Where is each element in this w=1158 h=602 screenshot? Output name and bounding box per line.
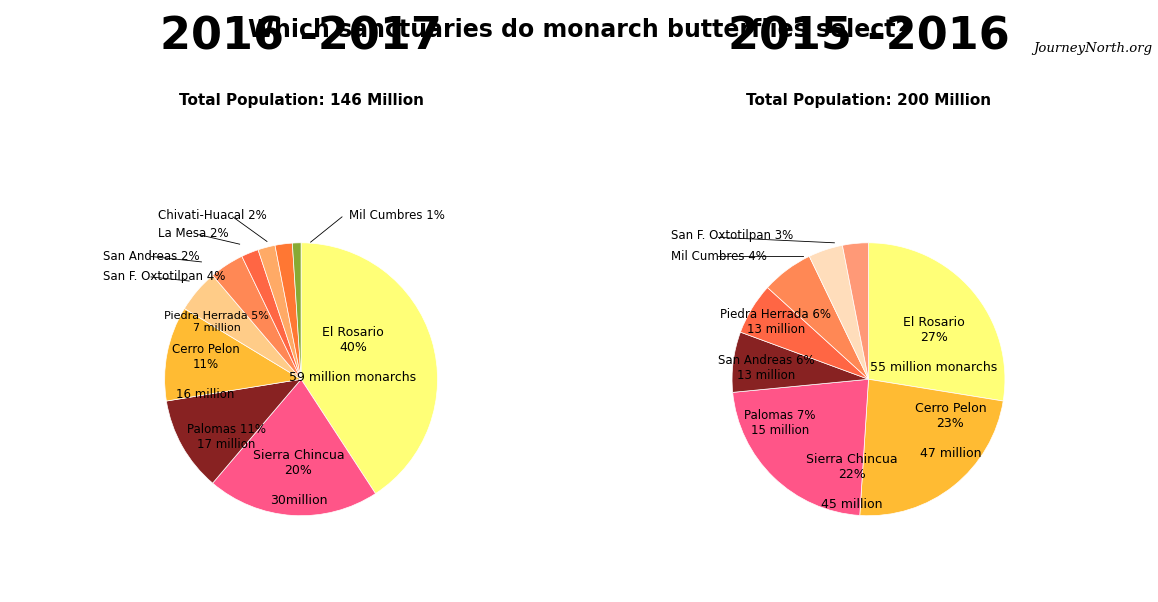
Wedge shape — [859, 379, 1003, 516]
Text: El Rosario
27%

55 million monarchs: El Rosario 27% 55 million monarchs — [871, 316, 998, 374]
Text: San Andreas 2%: San Andreas 2% — [103, 250, 200, 263]
Text: Piedra Herrada 6%
13 million: Piedra Herrada 6% 13 million — [720, 308, 831, 336]
Wedge shape — [301, 243, 438, 494]
Text: Piedra Herrada 5%
7 million: Piedra Herrada 5% 7 million — [164, 311, 269, 333]
Wedge shape — [213, 256, 301, 379]
Wedge shape — [733, 379, 868, 515]
Wedge shape — [809, 246, 868, 379]
Text: Cerro Pelon
11%

16 million: Cerro Pelon 11% 16 million — [171, 343, 240, 402]
Wedge shape — [242, 250, 301, 379]
Wedge shape — [184, 275, 301, 379]
Text: Total Population: 146 Million: Total Population: 146 Million — [178, 93, 424, 108]
Wedge shape — [167, 379, 301, 483]
Text: Sierra Chincua
20%

30million: Sierra Chincua 20% 30million — [252, 448, 344, 506]
Text: San F. Oxtotilpan 3%: San F. Oxtotilpan 3% — [670, 229, 793, 243]
Text: JourneyNorth.org: JourneyNorth.org — [1033, 42, 1152, 55]
Text: Mil Cumbres 1%: Mil Cumbres 1% — [349, 209, 445, 222]
Wedge shape — [740, 288, 868, 379]
Wedge shape — [292, 243, 301, 379]
Wedge shape — [868, 243, 1005, 401]
Text: San Andreas 6%
13 million: San Andreas 6% 13 million — [718, 355, 814, 382]
Text: Palomas 7%
15 million: Palomas 7% 15 million — [745, 409, 815, 437]
Wedge shape — [258, 246, 301, 379]
Text: 2016 -2017: 2016 -2017 — [160, 15, 442, 58]
Wedge shape — [732, 332, 868, 393]
Wedge shape — [164, 308, 301, 401]
Wedge shape — [213, 379, 375, 516]
Wedge shape — [274, 243, 301, 379]
Wedge shape — [842, 243, 868, 379]
Text: Chivati-Huacal 2%: Chivati-Huacal 2% — [157, 209, 266, 222]
Text: Total Population: 200 Million: Total Population: 200 Million — [746, 93, 991, 108]
Text: Sierra Chincua
22%

45 million: Sierra Chincua 22% 45 million — [806, 453, 897, 510]
Text: Palomas 11%
17 million: Palomas 11% 17 million — [186, 423, 265, 450]
Text: San F. Oxtotilpan 4%: San F. Oxtotilpan 4% — [103, 270, 226, 284]
Text: Cerro Pelon
23%

47 million: Cerro Pelon 23% 47 million — [915, 402, 987, 460]
Wedge shape — [768, 256, 868, 379]
Text: Which sanctuaries do monarch butterflies select?: Which sanctuaries do monarch butterflies… — [249, 18, 909, 42]
Text: La Mesa 2%: La Mesa 2% — [157, 227, 228, 240]
Text: El Rosario
40%

59 million monarchs: El Rosario 40% 59 million monarchs — [290, 326, 417, 383]
Text: 2015 -2016: 2015 -2016 — [727, 15, 1010, 58]
Text: Mil Cumbres 4%: Mil Cumbres 4% — [670, 250, 767, 263]
